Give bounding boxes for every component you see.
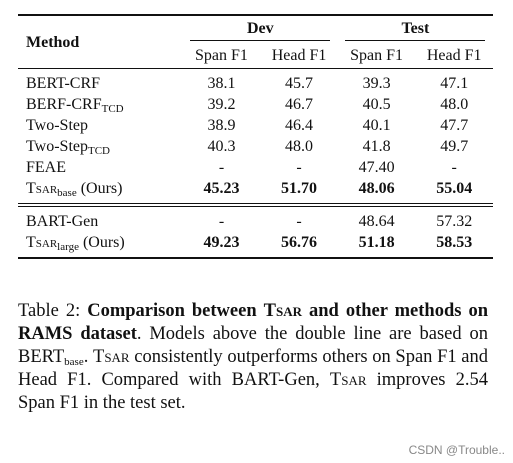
dev-span-f1-header: Span F1 [195, 46, 248, 64]
test-span-f1-cell: 40.1 [362, 117, 391, 134]
dev-span-f1-cell: 45.23 [203, 180, 240, 197]
dev-head-f1-cell: 46.7 [285, 96, 314, 113]
dev-head-f1-header: Head F1 [271, 46, 327, 64]
test-head-f1-cell: - [451, 159, 457, 176]
method-name: BERT-CRF [26, 75, 101, 92]
table-row: Tsarlarge (Ours) 49.23 56.76 51.18 58.53 [18, 232, 493, 258]
test-span-f1-cell: 39.3 [362, 75, 391, 92]
dev-span-f1-cell: 38.9 [207, 117, 236, 134]
method-name: FEAE [26, 159, 66, 176]
table-row: BART-Gen - - 48.64 57.32 [18, 205, 493, 232]
test-head-f1-header: Head F1 [426, 46, 482, 64]
test-head-f1-cell: 55.04 [436, 180, 473, 197]
test-head-f1-cell: 48.0 [440, 96, 469, 113]
method-name: BART-Gen [26, 213, 99, 230]
table-row: BERT-CRF 38.1 45.7 39.3 47.1 [18, 68, 493, 95]
caption-text-1: . Models above the double line are based… [18, 324, 488, 367]
dev-head-f1-cell: 51.70 [281, 180, 318, 197]
test-span-f1-cell: 40.5 [362, 96, 391, 113]
dev-span-f1-cell: 40.3 [207, 138, 236, 155]
test-span-f1-cell: 48.06 [358, 180, 395, 197]
test-span-f1-cell: 48.64 [358, 213, 395, 230]
method-name: Tsarbase (Ours) [26, 180, 123, 199]
dev-head-f1-cell: - [296, 159, 302, 176]
table-row: Tsarbase (Ours) 45.23 51.70 48.06 55.04 [18, 178, 493, 205]
test-head-f1-cell: 47.7 [440, 117, 469, 134]
table-row: Two-StepTCD 40.3 48.0 41.8 49.7 [18, 136, 493, 157]
caption-bold-title: Comparison between Tsar and other method… [18, 301, 488, 344]
dev-header: Dev [183, 15, 338, 42]
test-head-f1-cell: 49.7 [440, 138, 469, 155]
dev-span-f1-cell: - [218, 159, 225, 176]
table-row: Two-Step 38.9 46.4 40.1 47.7 [18, 115, 493, 136]
dev-head-f1-cell: 45.7 [285, 75, 314, 92]
method-name: Two-Step [26, 117, 88, 134]
test-span-f1-cell: 51.18 [358, 234, 395, 251]
dev-span-f1-cell: 39.2 [207, 96, 236, 113]
dev-head-f1-cell: 46.4 [285, 117, 314, 134]
table-caption: Table 2: Comparison between Tsar and oth… [18, 300, 488, 415]
test-head-f1-cell: 47.1 [440, 75, 469, 92]
dev-head-f1-cell: 56.76 [281, 234, 318, 251]
results-table: Method Dev Test Span F1 Head F1 Span F1 … [18, 14, 493, 259]
results-table-container: Method Dev Test Span F1 Head F1 Span F1 … [18, 14, 493, 259]
test-header: Test [338, 15, 493, 42]
table-row: BERF-CRFTCD 39.2 46.7 40.5 48.0 [18, 94, 493, 115]
method-name: Tsarlarge (Ours) [26, 234, 125, 253]
test-span-f1-header: Span F1 [350, 46, 404, 64]
caption-bert-subscript: base [64, 356, 84, 368]
method-header: Method [26, 33, 80, 51]
dev-head-f1-cell: - [296, 213, 302, 230]
test-head-f1-cell: 57.32 [436, 213, 473, 230]
table-row: FEAE - - 47.40 - [18, 157, 493, 178]
table-body-bart: BART-Gen - - 48.64 57.32 Tsarlarge (Ours) 49.2… [18, 205, 493, 258]
test-head-f1-cell: 58.53 [436, 234, 473, 251]
dev-span-f1-cell: 49.23 [203, 234, 240, 251]
watermark: CSDN @Trouble.. [408, 443, 505, 457]
method-name: BERF-CRFTCD [26, 96, 124, 115]
test-span-f1-cell: 41.8 [362, 138, 391, 155]
dev-span-f1-cell: - [218, 213, 225, 230]
table-body-bert: BERT-CRF 38.1 45.7 39.3 47.1 BERF-CRFTCD 39.2 4… [18, 68, 493, 206]
caption-label: Table 2: [18, 301, 88, 321]
dev-head-f1-cell: 48.0 [285, 138, 314, 155]
test-span-f1-cell: 47.40 [358, 159, 395, 176]
dev-span-f1-cell: 38.1 [207, 75, 236, 92]
caption-text-2: . Tsar consistently outperforms others o… [18, 347, 489, 413]
method-name: Two-StepTCD [26, 138, 110, 157]
